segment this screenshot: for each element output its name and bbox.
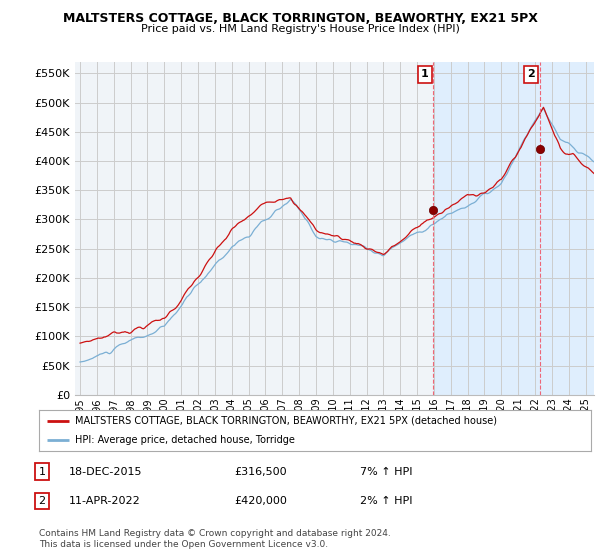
Text: £316,500: £316,500 [234,466,287,477]
Text: MALTSTERS COTTAGE, BLACK TORRINGTON, BEAWORTHY, EX21 5PX: MALTSTERS COTTAGE, BLACK TORRINGTON, BEA… [62,12,538,25]
Text: 2: 2 [527,69,535,80]
Text: 7% ↑ HPI: 7% ↑ HPI [360,466,413,477]
Text: MALTSTERS COTTAGE, BLACK TORRINGTON, BEAWORTHY, EX21 5PX (detached house): MALTSTERS COTTAGE, BLACK TORRINGTON, BEA… [75,416,497,426]
Text: 1: 1 [38,466,46,477]
Text: HPI: Average price, detached house, Torridge: HPI: Average price, detached house, Torr… [75,435,295,445]
Text: 11-APR-2022: 11-APR-2022 [69,496,141,506]
Text: Price paid vs. HM Land Registry's House Price Index (HPI): Price paid vs. HM Land Registry's House … [140,24,460,34]
Text: 18-DEC-2015: 18-DEC-2015 [69,466,143,477]
Text: 1: 1 [421,69,428,80]
Text: Contains HM Land Registry data © Crown copyright and database right 2024.
This d: Contains HM Land Registry data © Crown c… [39,529,391,549]
Text: £420,000: £420,000 [234,496,287,506]
Bar [433,62,594,395]
Text: 2: 2 [38,496,46,506]
Text: 2% ↑ HPI: 2% ↑ HPI [360,496,413,506]
